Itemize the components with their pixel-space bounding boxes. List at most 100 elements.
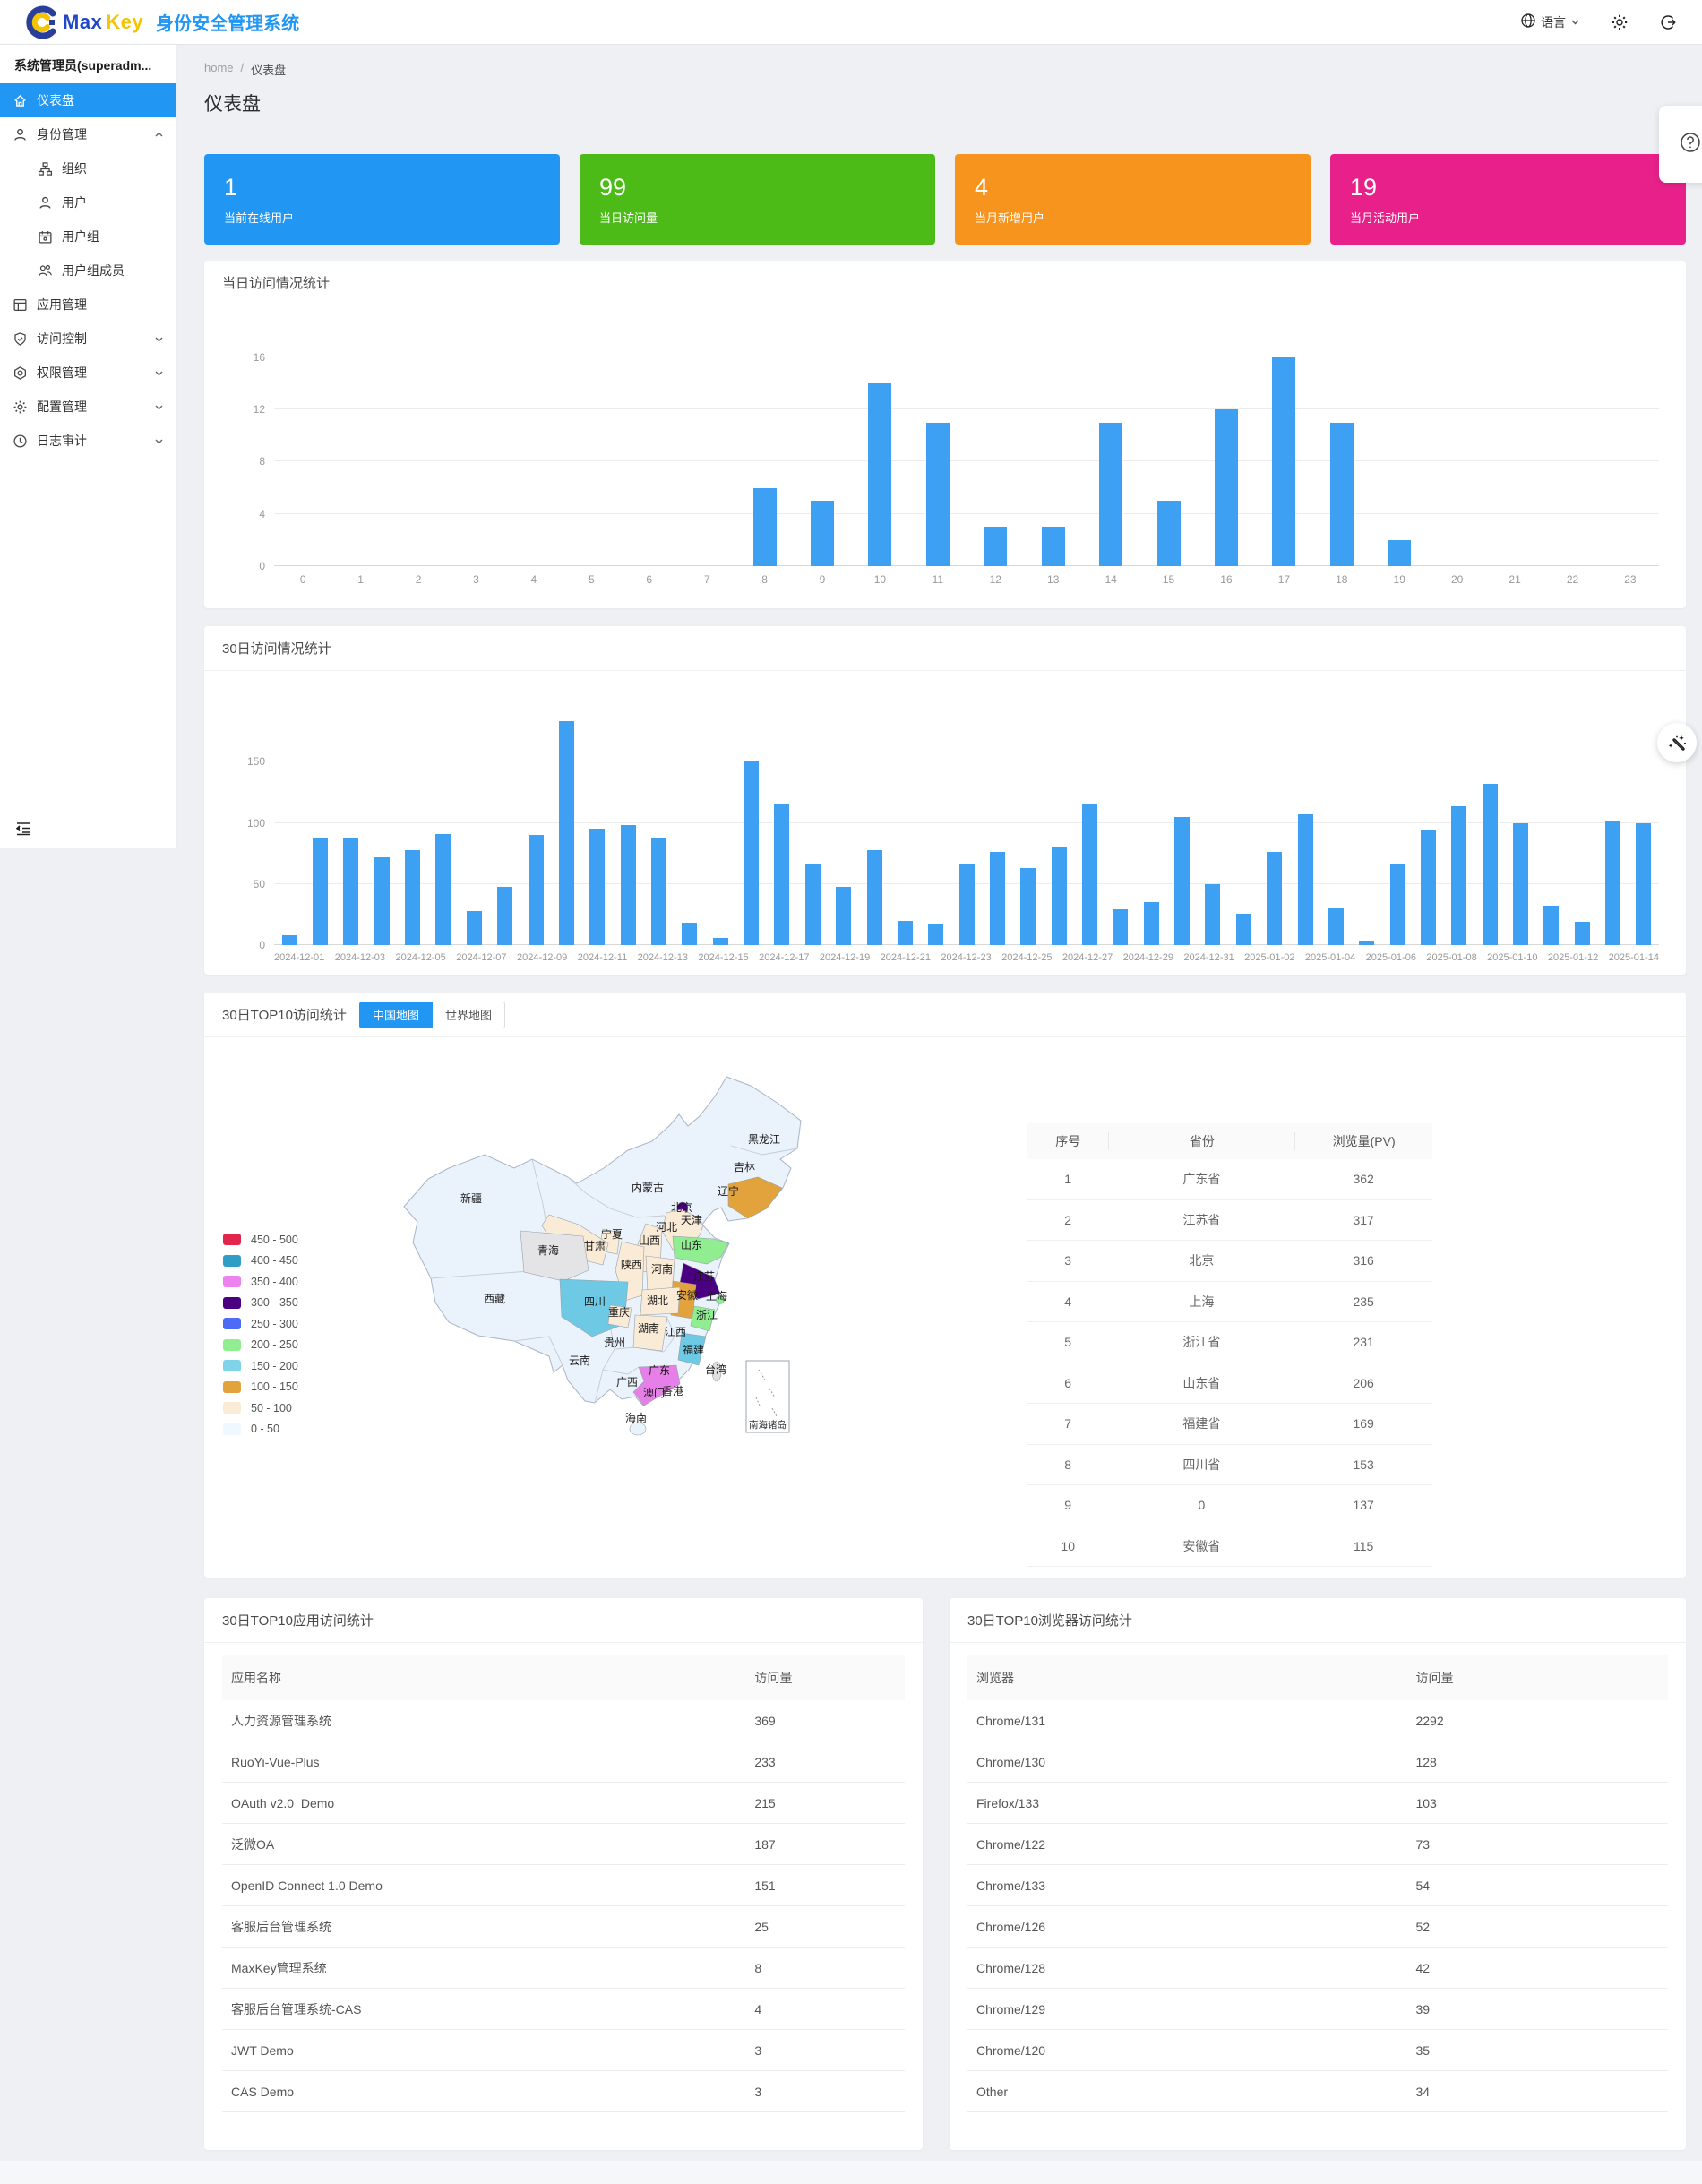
stat-card-value: 4 bbox=[975, 174, 989, 202]
bar-slot bbox=[1139, 338, 1197, 566]
x-axis-tick: 20 bbox=[1450, 573, 1464, 586]
tab-china-map[interactable]: 中国地图 bbox=[358, 1001, 433, 1028]
province-table-row: 8 四川省 153 bbox=[1027, 1445, 1432, 1485]
gridline bbox=[274, 460, 1659, 462]
table-header-name: 浏览器 bbox=[976, 1671, 1014, 1685]
bar-slot bbox=[1474, 703, 1505, 945]
table-row: Chrome/122 73 bbox=[967, 1824, 1668, 1865]
collapse-sidebar-button[interactable] bbox=[11, 816, 36, 841]
settings-button[interactable] bbox=[1611, 13, 1629, 31]
admin-label: 系统管理员(superadm... bbox=[14, 58, 152, 73]
tab-world-map[interactable]: 世界地图 bbox=[432, 1001, 505, 1028]
daily-panel-title: 30日访问情况统计 bbox=[204, 626, 1686, 671]
stat-card-label: 当日访问量 bbox=[599, 211, 658, 225]
province-table-cell: 广东省 bbox=[1182, 1172, 1221, 1187]
sea-box-label: 南海诸岛 bbox=[749, 1419, 787, 1431]
x-axis-tick: 2024-12-05 bbox=[395, 952, 446, 963]
bar-slot bbox=[1602, 338, 1659, 566]
chevron-down-icon bbox=[154, 436, 164, 446]
bar-slot bbox=[1166, 703, 1197, 945]
province-label: 云南 bbox=[569, 1354, 590, 1367]
table-cell-value: 3 bbox=[754, 2084, 762, 2099]
logout-icon bbox=[1661, 14, 1676, 30]
table-row: CAS Demo 3 bbox=[222, 2071, 905, 2112]
x-axis-tick: 2024-12-31 bbox=[1183, 952, 1234, 963]
magic-wand-button[interactable] bbox=[1657, 723, 1697, 762]
province-label: 辽宁 bbox=[718, 1184, 739, 1198]
province-label: 重庆 bbox=[608, 1306, 630, 1319]
breadcrumb-home[interactable]: home bbox=[204, 61, 234, 74]
legend-item: 100 - 150 bbox=[223, 1377, 298, 1398]
sidebar-item-label: 配置管理 bbox=[37, 400, 87, 414]
sidebar-item-4[interactable]: 用户组 bbox=[0, 219, 176, 254]
bar bbox=[836, 886, 852, 945]
bar bbox=[1214, 409, 1238, 566]
bar bbox=[804, 863, 821, 945]
x-axis-tick bbox=[992, 952, 1001, 963]
province-table-row: 6 山东省 206 bbox=[1027, 1363, 1432, 1404]
sidebar-item-6[interactable]: 应用管理 bbox=[0, 288, 176, 322]
province-label: 山西 bbox=[639, 1234, 660, 1247]
x-axis-tick: 2024-12-03 bbox=[334, 952, 386, 963]
sidebar-item-10[interactable]: 日志审计 bbox=[0, 424, 176, 458]
province-label: 西藏 bbox=[484, 1293, 505, 1305]
sidebar-item-8[interactable]: 权限管理 bbox=[0, 356, 176, 390]
logout-button[interactable] bbox=[1659, 13, 1677, 31]
province-label: 湖南 bbox=[638, 1321, 659, 1335]
x-axis-tick: 2024-12-29 bbox=[1122, 952, 1173, 963]
x-axis-tick: 16 bbox=[1220, 573, 1233, 586]
table-row: MaxKey管理系统 8 bbox=[222, 1948, 905, 1989]
x-axis-tick: 2025-01-10 bbox=[1487, 952, 1538, 963]
province-label: 吉林 bbox=[734, 1161, 755, 1174]
sidebar-item-3[interactable]: 用户 bbox=[0, 185, 176, 219]
bar-slot bbox=[274, 703, 305, 945]
sidebar-item-2[interactable]: 组织 bbox=[0, 151, 176, 185]
province-label: 澳门 bbox=[643, 1386, 665, 1399]
table-cell-value: 52 bbox=[1415, 1919, 1431, 1934]
bar bbox=[752, 487, 777, 566]
province-label: 宁夏 bbox=[601, 1227, 623, 1241]
sidebar-item-7[interactable]: 访问控制 bbox=[0, 322, 176, 356]
province-table-cell: 235 bbox=[1353, 1294, 1374, 1309]
table-cell-name: OAuth v2.0_Demo bbox=[231, 1795, 335, 1810]
help-popover[interactable] bbox=[1659, 106, 1702, 183]
province-table-header-cell: 省份 bbox=[1108, 1132, 1294, 1150]
table-header-name: 应用名称 bbox=[231, 1671, 281, 1685]
x-axis-tick: 2025-01-12 bbox=[1547, 952, 1599, 963]
province-label: 江苏 bbox=[693, 1270, 715, 1283]
bar-slot bbox=[1320, 703, 1351, 945]
sidebar-item-5[interactable]: 用户组成员 bbox=[0, 254, 176, 288]
province-label: 湖北 bbox=[647, 1294, 668, 1307]
legend-swatch bbox=[223, 1423, 241, 1435]
user-icon bbox=[38, 195, 53, 211]
x-axis-labels: 2024-12-01 2024-12-03 2024-12-05 2024-12-07… bbox=[274, 952, 1659, 963]
legend-item: 350 - 400 bbox=[223, 1271, 298, 1293]
bar-slot bbox=[459, 703, 489, 945]
identity-icon bbox=[13, 127, 28, 142]
x-axis-tick bbox=[1416, 952, 1426, 963]
sidebar-item-9[interactable]: 配置管理 bbox=[0, 390, 176, 424]
bar bbox=[281, 935, 297, 945]
x-axis-tick: 4 bbox=[530, 573, 537, 586]
bar-slot bbox=[1198, 338, 1255, 566]
x-axis-tick bbox=[870, 952, 880, 963]
bar-slot bbox=[1352, 703, 1382, 945]
province-region-重庆 bbox=[607, 1304, 632, 1328]
bar bbox=[650, 838, 666, 945]
table-cell-name: RuoYi-Vue-Plus bbox=[231, 1754, 320, 1769]
sidebar-item-1[interactable]: 身份管理 bbox=[0, 117, 176, 151]
sidebar-item-0[interactable]: 仪表盘 bbox=[0, 83, 176, 117]
table-row: Chrome/128 42 bbox=[967, 1948, 1668, 1989]
bar bbox=[1636, 822, 1652, 945]
bar-slot bbox=[428, 703, 459, 945]
table-cell-name: Chrome/122 bbox=[976, 1836, 1046, 1852]
bar-slot bbox=[1082, 338, 1139, 566]
bar bbox=[1451, 805, 1467, 945]
language-menu[interactable]: 语言 bbox=[1520, 13, 1580, 31]
legend-swatch bbox=[223, 1380, 241, 1393]
bar bbox=[1020, 868, 1036, 945]
table-cell-name: Chrome/129 bbox=[976, 2001, 1046, 2016]
bar-slot bbox=[1629, 703, 1659, 945]
bar bbox=[984, 527, 1008, 566]
province-table-cell: 137 bbox=[1353, 1498, 1374, 1513]
